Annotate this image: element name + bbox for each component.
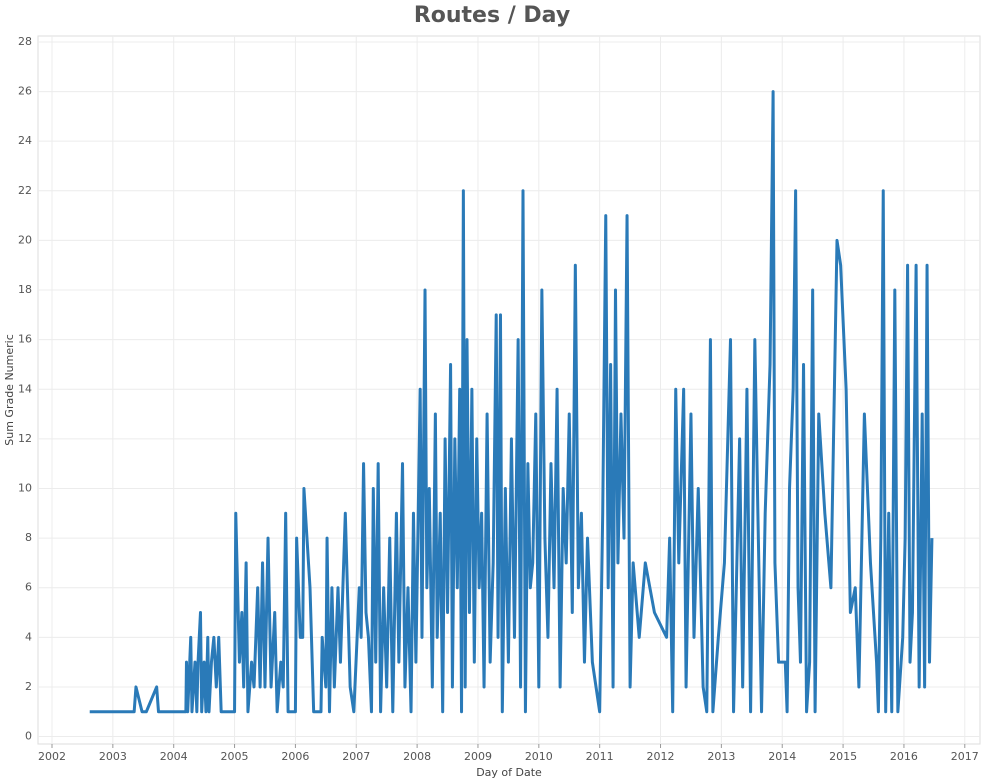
y-tick-label: 14 (18, 382, 32, 395)
x-tick-label: 2010 (525, 750, 553, 763)
x-tick-label: 2005 (221, 750, 249, 763)
x-tick-label: 2004 (160, 750, 188, 763)
x-tick-label: 2017 (951, 750, 979, 763)
x-tick-label: 2008 (403, 750, 431, 763)
y-axis-title: Sum Grade Numeric (3, 334, 16, 446)
y-tick-label: 6 (25, 581, 32, 594)
x-tick-label: 2006 (281, 750, 309, 763)
x-tick-label: 2013 (707, 750, 735, 763)
y-tick-label: 0 (25, 730, 32, 743)
y-tick-label: 28 (18, 35, 32, 48)
y-tick-label: 20 (18, 233, 32, 246)
y-tick-label: 2 (25, 680, 32, 693)
x-tick-label: 2002 (38, 750, 66, 763)
y-tick-label: 18 (18, 283, 32, 296)
y-tick-label: 10 (18, 481, 32, 494)
y-tick-label: 4 (25, 630, 32, 643)
data-line (89, 90, 934, 714)
y-tick-label: 22 (18, 184, 32, 197)
chart-title: Routes / Day (414, 3, 570, 28)
y-tick-label: 24 (18, 134, 32, 147)
x-tick-label: 2007 (342, 750, 370, 763)
y-tick-label: 8 (25, 531, 32, 544)
y-tick-label: 16 (18, 333, 32, 346)
y-tick-label: 26 (18, 85, 32, 98)
x-tick-label: 2012 (647, 750, 675, 763)
y-tick-label: 12 (18, 432, 32, 445)
x-tick-label: 2015 (829, 750, 857, 763)
x-tick-label: 2003 (99, 750, 127, 763)
x-tick-label: 2009 (464, 750, 492, 763)
x-tick-label: 2011 (586, 750, 614, 763)
x-tick-label: 2014 (768, 750, 796, 763)
plot-frame (37, 35, 981, 745)
x-axis-title: Day of Date (476, 766, 542, 779)
x-tick-label: 2016 (890, 750, 918, 763)
